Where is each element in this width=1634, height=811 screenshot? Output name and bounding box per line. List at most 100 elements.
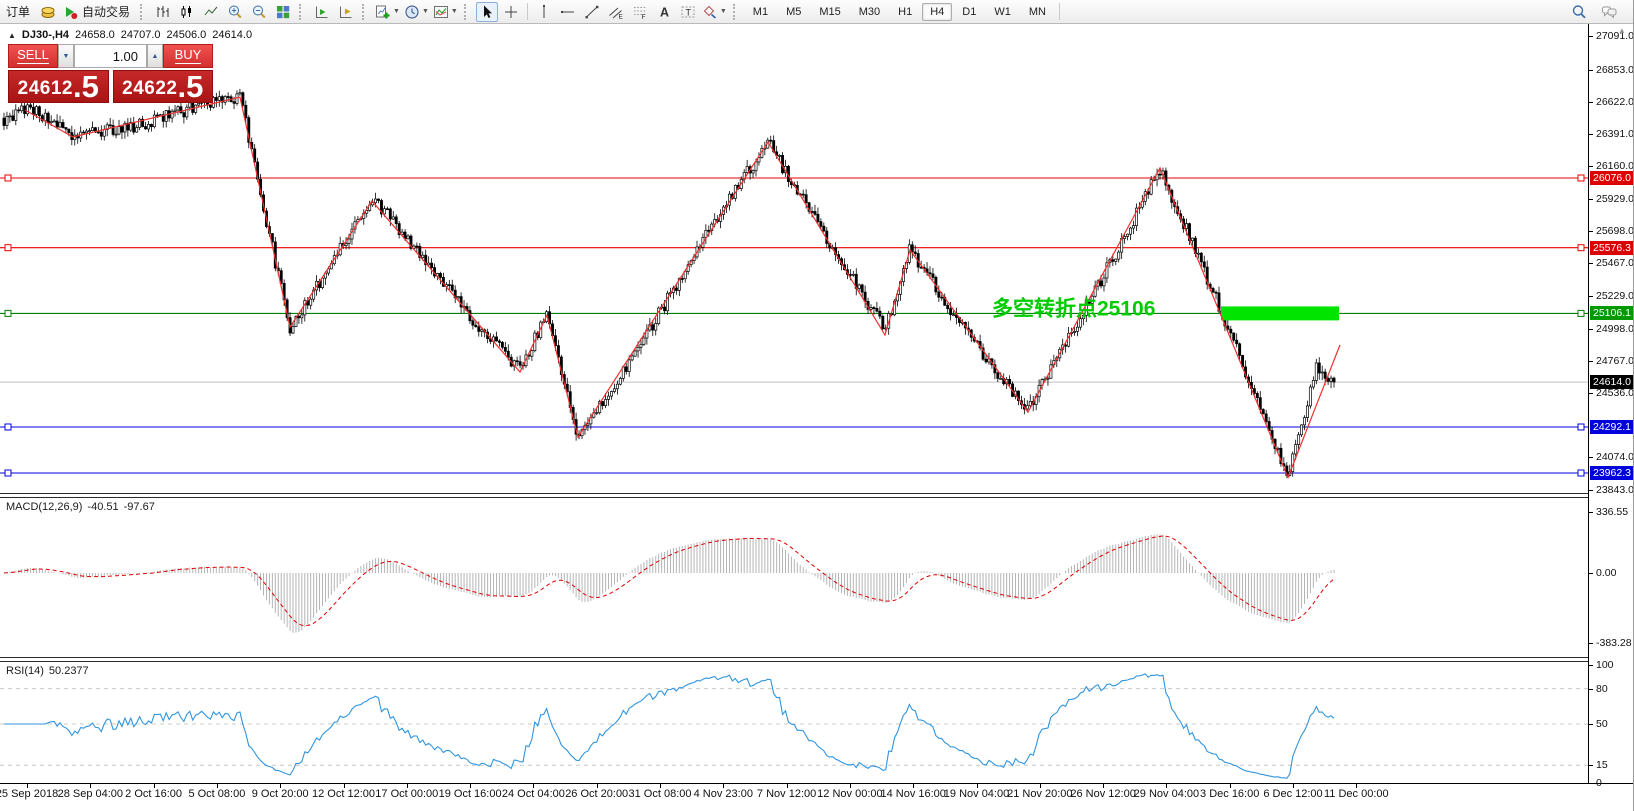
time-tick [976,784,978,788]
tf-W1-button[interactable]: W1 [994,5,1011,18]
tf-M15-button[interactable]: M15 [819,5,841,18]
price-tick-label: 24536.0 [1596,386,1634,399]
search-button[interactable] [1568,2,1590,22]
macd-value: -40.51 [87,501,119,513]
new-order-button[interactable]: 订单 [6,5,31,19]
trade-panel-collapse-icon[interactable]: ▲ [8,30,16,40]
tf-M30-button[interactable]: M30 [858,5,881,18]
price-tick [1589,230,1593,232]
candles [181,5,192,18]
chart-shift-button[interactable] [335,2,357,22]
volume-increase-button[interactable]: ▲ [147,44,163,68]
zoom-in-button[interactable] [224,2,246,22]
tf-M5-button[interactable]: M5 [786,5,802,18]
time-tick [90,784,92,788]
buy-price[interactable]: 24622.5 [112,70,213,103]
price-marker-label: 24614.0 [1590,375,1633,390]
time-tick-label: 19 Nov 04:00 [943,788,1010,800]
arrows-button[interactable]: ▼ [701,2,728,22]
chart-scroll-up-icon[interactable]: ▲ [1618,26,1626,35]
pane-splitter-rsi[interactable] [0,657,1588,662]
rsi-pane[interactable]: RSI(14) 50.2377 [0,662,1588,783]
macd-tick-label: 0.00 [1596,567,1617,579]
zoomin [229,5,242,18]
price-tick [1589,392,1593,394]
line-handle [4,309,12,317]
ohlc-low: 24506.0 [166,29,207,41]
price-tick-label: 27091.0 [1596,30,1634,43]
price-tick [1589,198,1593,200]
line-handle [1577,423,1585,431]
price-marker-label: 25106.1 [1590,306,1633,321]
tf-H1-button[interactable]: H1 [898,5,913,18]
price-axis[interactable]: 27091.0 26853.0 26622.0 26391.0 26160.0 25929… [1589,24,1634,789]
main-chart-canvas[interactable]: 多空转折点25106 [0,24,1588,493]
text-button[interactable]: A [653,2,675,22]
macd-tick-label: -383.28 [1596,636,1632,649]
fibonacci-button[interactable]: F [629,2,651,22]
vertical-line-button[interactable] [533,2,555,22]
price-tick [1589,489,1593,491]
periods-button[interactable]: ▼ [403,2,430,22]
line-handle [1577,174,1585,182]
volume-input[interactable]: 1.00 [74,44,147,68]
price-marker-label: 26076.0 [1590,171,1633,185]
sell-button[interactable]: SELL [8,44,58,68]
ohlc-high: 24707.0 [120,29,161,41]
toolbar-grip [362,3,369,20]
rsi-tick [1589,724,1593,725]
time-tick [1103,784,1105,788]
tf-MN-button[interactable]: MN [1028,5,1046,18]
svg-text:E: E [618,13,623,20]
zoom-out-button[interactable] [248,2,270,22]
toolbar-separator [526,3,528,20]
price-tick-label: 23843.0 [1596,483,1634,496]
time-tick [1229,784,1231,788]
rsi-tick-label: 15 [1596,759,1608,772]
tf-H4-button[interactable]: H4 [922,2,953,21]
tf-D1-button[interactable]: D1 [962,5,977,18]
price-marker-label: 23962.3 [1590,466,1633,480]
price-tick [1589,296,1593,298]
tile-windows-button[interactable] [272,2,294,22]
line-handle [1577,469,1585,477]
chartshift [340,6,352,18]
label-button[interactable]: T [677,2,699,22]
indicators-button[interactable]: ▼ [432,2,459,22]
equidistant-channel-button[interactable]: E [605,2,627,22]
rsi-tick [1589,688,1593,690]
horizontal-line-button[interactable] [557,2,579,22]
rsi-canvas[interactable] [0,662,1588,783]
time-tick-label: 6 Dec 12:00 [1263,788,1323,800]
volume-decrease-button[interactable]: ▼ [58,44,74,68]
ohlc-open: 24658.0 [75,29,115,41]
time-tick [27,784,28,788]
chart-bars-button[interactable] [152,2,174,22]
time-tick [1039,784,1041,788]
autotrade-button[interactable]: 自动交易 [61,2,135,22]
auto-scroll-button[interactable] [311,2,333,22]
cursor-button[interactable] [475,1,498,22]
trendline-button[interactable] [581,2,603,22]
macd-canvas[interactable] [0,498,1588,657]
time-tick [723,784,725,788]
gold-icon [37,2,59,22]
tile [277,5,290,18]
time-axis[interactable]: 25 Sep 2018 28 Sep 04:00 2 Oct 16:00 5 Oct … [0,784,1588,810]
buy-button[interactable]: BUY [163,44,213,68]
time-tick [406,784,408,788]
chat-button[interactable] [1598,2,1620,22]
main-chart-pane[interactable]: 多空转折点25106 ▲ DJ30-,H4 24658.0 24707.0 24… [0,24,1588,493]
newchart [376,5,390,18]
chart-candles-button[interactable] [176,2,198,22]
chart-line-button[interactable] [200,2,222,22]
crosshair-button[interactable] [500,2,522,22]
barchart [157,5,169,17]
pane-splitter-macd[interactable] [0,493,1588,498]
sell-price[interactable]: 24612.5 [8,70,109,103]
new-chart-button[interactable]: ▼ [374,2,401,22]
macd-pane[interactable]: MACD(12,26,9) -40.51 -97.67 [0,498,1588,657]
chart-header: ▲ DJ30-,H4 24658.0 24707.0 24506.0 24614… [8,29,252,41]
rsi-tick [1589,765,1593,767]
tf-M1-button[interactable]: M1 [752,5,769,18]
